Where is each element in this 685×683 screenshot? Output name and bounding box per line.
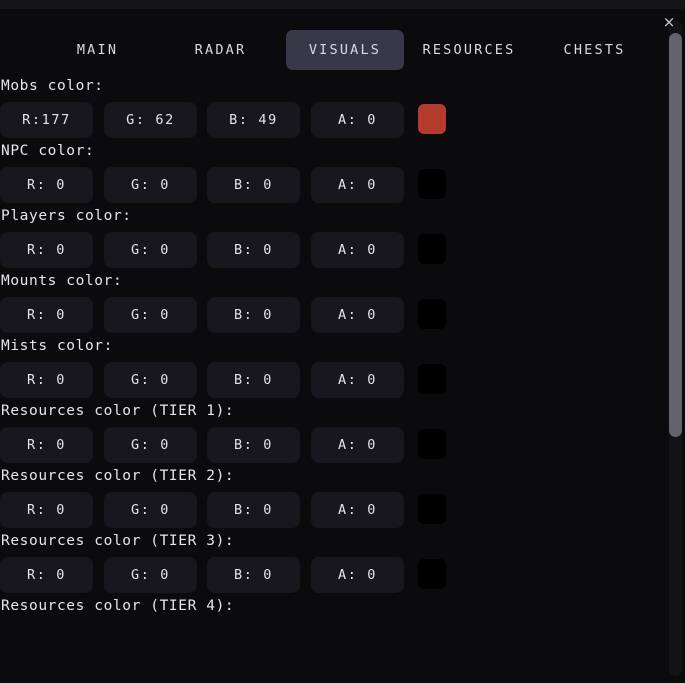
- color-setting-group: Resources color (TIER 1): R: 0 G: 0 B: 0 A: …: [0, 399, 665, 464]
- color-channel-row: R: 0 G: 0 B: 0 A: 0: [0, 557, 665, 594]
- color-swatch[interactable]: [418, 494, 446, 524]
- color-setting-group: Resources color (TIER 2): R: 0 G: 0 B: 0 A: …: [0, 464, 665, 529]
- r-channel-input[interactable]: R: 0: [0, 492, 93, 528]
- r-channel-input[interactable]: R:177: [0, 102, 93, 138]
- color-channel-row: R: 0 G: 0 B: 0 A: 0: [0, 427, 665, 464]
- b-channel-input[interactable]: B: 0: [207, 557, 300, 593]
- a-channel-input[interactable]: A: 0: [311, 102, 404, 138]
- tab-radar[interactable]: RADAR: [194, 42, 247, 58]
- r-channel-input[interactable]: R: 0: [0, 232, 93, 268]
- settings-panel: × MAIN RADAR VISUALS RESOURCES CHESTS Mobs c…: [0, 9, 685, 683]
- color-channel-row: R: 0 G: 0 B: 0 A: 0: [0, 492, 665, 529]
- a-channel-input[interactable]: A: 0: [311, 492, 404, 528]
- tab-chests[interactable]: CHESTS: [563, 42, 626, 58]
- color-setting-label: Resources color (TIER 4):: [1, 598, 235, 614]
- b-channel-input[interactable]: B: 0: [207, 297, 300, 333]
- g-channel-input[interactable]: G: 0: [104, 297, 197, 333]
- color-setting-label: Resources color (TIER 1):: [1, 403, 235, 419]
- b-channel-input[interactable]: B: 0: [207, 427, 300, 463]
- b-channel-input[interactable]: B: 0: [207, 232, 300, 268]
- g-channel-input[interactable]: G: 0: [104, 492, 197, 528]
- a-channel-input[interactable]: A: 0: [311, 167, 404, 203]
- b-channel-input[interactable]: B: 0: [207, 492, 300, 528]
- color-setting-group: NPC color: R: 0 G: 0 B: 0 A: 0: [0, 139, 665, 204]
- tab-bar: MAIN RADAR VISUALS RESOURCES CHESTS: [0, 30, 665, 74]
- close-icon[interactable]: ×: [662, 12, 676, 31]
- b-channel-input[interactable]: B: 49: [207, 102, 300, 138]
- color-setting-label: Resources color (TIER 3):: [1, 533, 235, 549]
- r-channel-input[interactable]: R: 0: [0, 167, 93, 203]
- color-setting-group: Players color: R: 0 G: 0 B: 0 A: 0: [0, 204, 665, 269]
- g-channel-input[interactable]: G: 62: [104, 102, 197, 138]
- color-channel-row: R:177 G: 62 B: 49 A: 0: [0, 102, 665, 139]
- g-channel-input[interactable]: G: 0: [104, 362, 197, 398]
- color-swatch[interactable]: [418, 559, 446, 589]
- r-channel-input[interactable]: R: 0: [0, 557, 93, 593]
- color-swatch[interactable]: [418, 429, 446, 459]
- a-channel-input[interactable]: A: 0: [311, 427, 404, 463]
- tab-main[interactable]: MAIN: [76, 42, 119, 58]
- color-setting-group: Mists color: R: 0 G: 0 B: 0 A: 0: [0, 334, 665, 399]
- color-setting-label: Mists color:: [1, 338, 113, 354]
- g-channel-input[interactable]: G: 0: [104, 557, 197, 593]
- color-swatch[interactable]: [418, 169, 446, 199]
- color-setting-group: Mounts color: R: 0 G: 0 B: 0 A: 0: [0, 269, 665, 334]
- color-setting-label: Resources color (TIER 2):: [1, 468, 235, 484]
- tab-visuals[interactable]: VISUALS: [286, 30, 404, 70]
- color-swatch[interactable]: [418, 299, 446, 329]
- visuals-settings-list[interactable]: Mobs color: R:177 G: 62 B: 49 A: 0 NPC color:…: [0, 74, 665, 683]
- color-setting-group: Mobs color: R:177 G: 62 B: 49 A: 0: [0, 74, 665, 139]
- color-swatch[interactable]: [418, 234, 446, 264]
- r-channel-input[interactable]: R: 0: [0, 427, 93, 463]
- color-channel-row: R: 0 G: 0 B: 0 A: 0: [0, 167, 665, 204]
- a-channel-input[interactable]: A: 0: [311, 557, 404, 593]
- g-channel-input[interactable]: G: 0: [104, 167, 197, 203]
- color-setting-label: Mounts color:: [1, 273, 123, 289]
- color-setting-label: NPC color:: [1, 143, 95, 159]
- color-setting-group: Resources color (TIER 4):: [0, 594, 665, 618]
- r-channel-input[interactable]: R: 0: [0, 362, 93, 398]
- g-channel-input[interactable]: G: 0: [104, 232, 197, 268]
- color-setting-label: Mobs color:: [1, 78, 104, 94]
- scrollbar-thumb[interactable]: [669, 33, 682, 437]
- color-channel-row: R: 0 G: 0 B: 0 A: 0: [0, 232, 665, 269]
- b-channel-input[interactable]: B: 0: [207, 362, 300, 398]
- g-channel-input[interactable]: G: 0: [104, 427, 197, 463]
- color-channel-row: R: 0 G: 0 B: 0 A: 0: [0, 362, 665, 399]
- color-channel-row: R: 0 G: 0 B: 0 A: 0: [0, 297, 665, 334]
- color-swatch[interactable]: [418, 104, 446, 134]
- a-channel-input[interactable]: A: 0: [311, 362, 404, 398]
- color-swatch[interactable]: [418, 364, 446, 394]
- color-setting-label: Players color:: [1, 208, 132, 224]
- window-top-strip: [0, 0, 685, 9]
- r-channel-input[interactable]: R: 0: [0, 297, 93, 333]
- a-channel-input[interactable]: A: 0: [311, 297, 404, 333]
- color-setting-group: Resources color (TIER 3): R: 0 G: 0 B: 0 A: …: [0, 529, 665, 594]
- b-channel-input[interactable]: B: 0: [207, 167, 300, 203]
- a-channel-input[interactable]: A: 0: [311, 232, 404, 268]
- tab-resources[interactable]: RESOURCES: [422, 42, 516, 58]
